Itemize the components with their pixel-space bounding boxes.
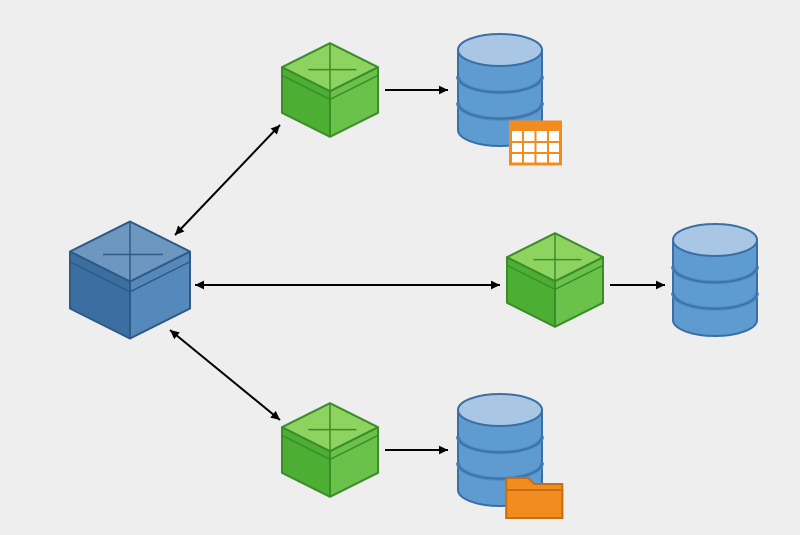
architecture-diagram: [0, 0, 800, 535]
db2-database-icon: [673, 224, 757, 336]
